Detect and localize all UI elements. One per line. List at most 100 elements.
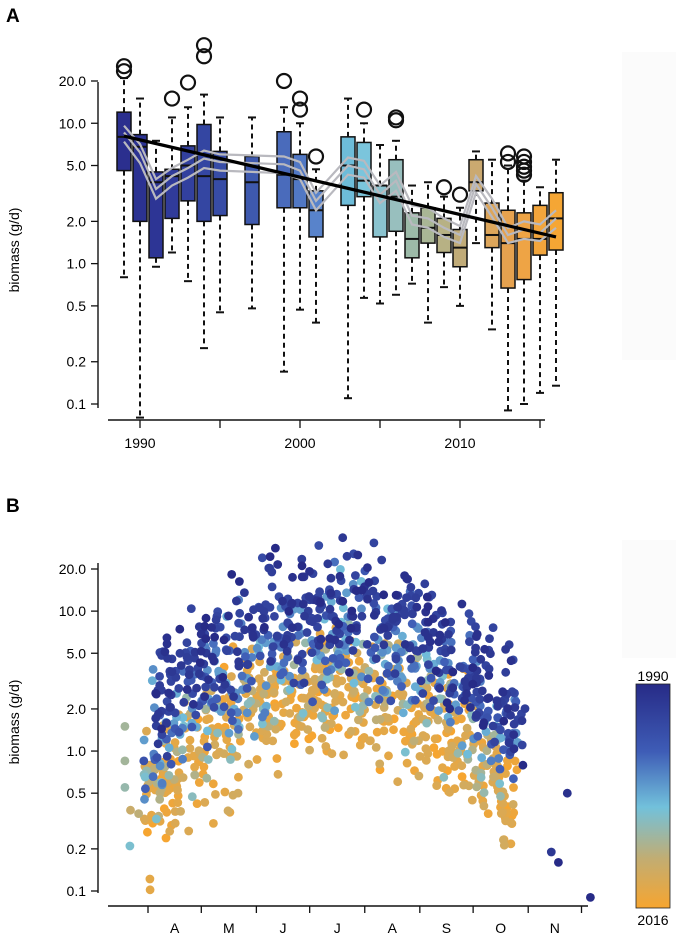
data-point [388,612,398,622]
y-tick-label: 1.0 [67,743,87,759]
data-point [276,670,286,680]
data-point [509,774,518,784]
data-point [512,765,522,775]
data-point [200,692,210,701]
data-point [498,687,508,697]
data-point [210,632,220,642]
data-point [141,784,150,794]
data-point [379,623,389,633]
x-month-label: N [550,920,560,936]
box [548,191,564,251]
data-point [425,637,435,647]
data-point [484,664,494,674]
data-point [320,656,330,666]
data-point [148,772,158,781]
data-point [506,839,516,849]
data-point [465,637,474,647]
data-point [120,756,130,766]
data-point [440,657,449,667]
data-point [330,689,340,698]
data-point [302,628,312,637]
boxplot-1992 [163,90,181,254]
data-point [210,740,220,750]
boxplot-2000 [291,90,309,311]
data-point [223,806,233,816]
data-point [517,740,527,750]
data-point [338,596,348,606]
data-point [250,732,259,741]
data-point [401,736,410,746]
data-point [338,533,348,543]
data-point [160,647,170,657]
data-point [517,716,527,726]
data-point [462,689,471,699]
data-point [152,814,161,824]
data-point [194,669,204,679]
data-point [139,756,149,766]
data-point [326,588,336,598]
data-point [155,761,165,771]
data-point [148,665,158,674]
data-point [234,618,244,628]
box [276,130,292,209]
data-point [194,778,204,787]
data-point [200,798,210,807]
x-month-label: A [170,920,180,936]
boxplot-2003 [340,97,356,400]
data-point [342,588,351,598]
data-point [173,798,183,807]
data-point [351,571,360,580]
data-point [439,772,449,782]
data-point [155,681,165,690]
data-point [323,703,332,712]
data-point [445,704,455,714]
data-point [375,759,385,769]
data-point [259,689,269,699]
data-point [307,648,317,657]
data-point [334,659,343,669]
data-point [163,654,172,663]
data-point [209,702,219,712]
data-point [190,762,200,772]
data-point [460,696,469,705]
data-point [261,736,271,746]
panel-b-y-axis-title: biomass (g/d) [6,680,22,765]
data-point [418,644,428,653]
data-point [199,762,209,772]
panel-a-boxplots [115,37,564,419]
data-point [457,741,467,751]
data-point [389,725,398,735]
data-point [287,598,297,608]
data-point [241,652,250,662]
x-month-label: J [334,920,341,936]
data-point [318,713,328,723]
data-point [407,619,417,629]
data-point [271,543,280,553]
panel-a-x-axis: 1990 2000 2010 [108,419,545,451]
data-point [390,669,400,678]
boxplot-1994 [195,37,213,350]
data-point [383,631,393,640]
data-point [496,809,506,818]
data-point [237,671,247,681]
data-point [234,661,244,671]
data-point [510,703,520,712]
data-point [488,721,498,731]
data-point [201,704,211,714]
data-point [463,749,472,759]
data-point [307,731,317,741]
data-point [316,664,325,674]
data-point [174,684,184,693]
data-point [409,736,419,746]
data-point [483,809,493,818]
data-point [182,652,192,662]
data-point [271,702,280,712]
data-point [472,629,482,639]
data-point [475,694,485,704]
data-point [211,790,220,799]
data-point [455,662,465,671]
data-point [477,686,487,696]
data-point [364,697,374,707]
outlier [291,90,309,107]
